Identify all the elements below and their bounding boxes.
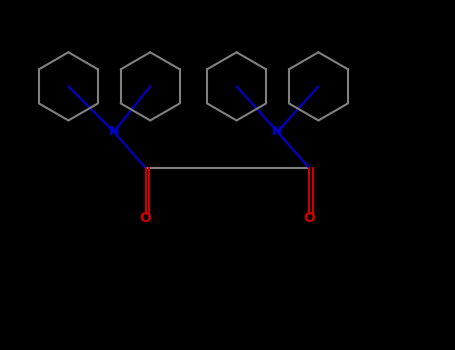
Text: N: N: [109, 125, 119, 138]
Text: O: O: [140, 211, 152, 225]
Text: O: O: [303, 211, 315, 225]
Text: N: N: [272, 125, 283, 138]
